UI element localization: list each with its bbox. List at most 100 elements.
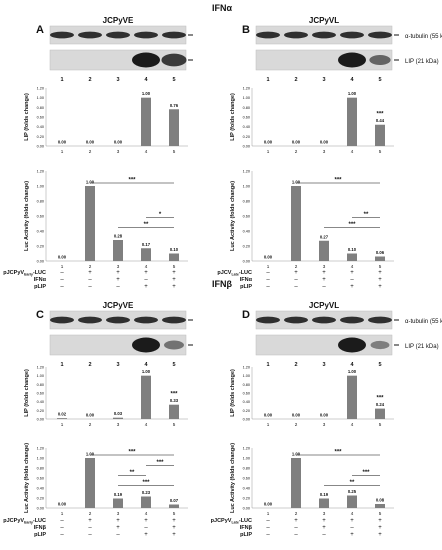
tubulin-band <box>134 31 158 39</box>
x-tick-label: 2 <box>89 149 92 154</box>
bar-value-label: 0.00 <box>264 140 273 145</box>
lip-y-axis-label: LIP (folds change) <box>24 369 30 417</box>
y-tick-label: 0.00 <box>243 145 250 149</box>
bar-value-label: 0.00 <box>114 140 123 145</box>
y-tick-label: 1.00 <box>37 185 44 189</box>
lip-band <box>338 52 366 68</box>
y-tick-label: 0.60 <box>37 215 44 219</box>
y-tick-label: 1.00 <box>243 374 250 378</box>
panel-letter: C <box>36 309 44 321</box>
lip-band <box>161 53 187 67</box>
condition-sign: – <box>266 518 270 524</box>
y-tick-label: 0.40 <box>243 230 250 234</box>
bar <box>113 498 123 508</box>
bar <box>375 256 385 261</box>
bar <box>319 498 329 508</box>
bar-value-label: 0.02 <box>58 412 67 417</box>
x-tick-label: 3 <box>117 511 120 516</box>
bar-value-label: 0.28 <box>114 234 123 239</box>
y-tick-label: 0.80 <box>37 200 44 204</box>
y-tick-label: 0.00 <box>37 418 44 422</box>
significance-stars: ** <box>350 480 355 486</box>
condition-sign: – <box>294 532 298 538</box>
luc-bar-chart: 0.00 0.20 0.40 0.60 0.80 1.00 1.20 Luc Activity… <box>24 170 188 269</box>
condition-sign: – <box>60 277 64 283</box>
condition-sign: – <box>88 532 92 538</box>
y-tick-label: 0.20 <box>37 135 44 139</box>
bar <box>291 458 301 508</box>
bar <box>347 375 357 419</box>
bar <box>169 109 179 146</box>
y-tick-label: 0.20 <box>37 245 44 249</box>
bar-value-label: 0.27 <box>320 234 329 239</box>
bar-value-label: 0.33 <box>170 398 179 403</box>
bar-value-label: 1.00 <box>142 369 151 374</box>
y-tick-label: 1.00 <box>37 374 44 378</box>
significance-stars: *** <box>334 178 342 184</box>
y-tick-label: 0.40 <box>37 230 44 234</box>
lip-bar-chart: 0.00 0.20 0.40 0.60 0.80 1.00 1.20 LIP (folds c… <box>24 87 188 154</box>
section-title-ifn-beta: IFNβ <box>212 279 232 289</box>
luc-y-axis-label: Luc Activity (folds change) <box>24 181 30 251</box>
bar <box>85 186 95 261</box>
significance-stars: *** <box>156 460 164 466</box>
condition-sign: – <box>294 277 298 283</box>
significance-stars: *** <box>142 480 150 486</box>
bar-value-label: 0.00 <box>86 413 95 418</box>
y-tick-label: 0.20 <box>37 497 44 501</box>
y-tick-label: 1.00 <box>243 96 250 100</box>
condition-sign: + <box>322 277 326 283</box>
condition-sign: – <box>88 525 92 531</box>
tubulin-band <box>162 31 186 39</box>
condition-sign: + <box>378 284 382 290</box>
blot-lane-number: 4 <box>144 77 148 83</box>
x-tick-label: 4 <box>145 264 148 269</box>
x-tick-label: 5 <box>173 422 176 427</box>
bar-value-label: 0.44 <box>376 118 385 123</box>
blot-lane-number: 1 <box>60 362 63 368</box>
y-tick-label: 0.60 <box>243 477 250 481</box>
y-tick-label: 0.00 <box>37 507 44 511</box>
tubulin-band <box>106 316 130 324</box>
y-tick-label: 0.20 <box>37 409 44 413</box>
tubulin-band <box>368 31 392 39</box>
blot-lane-number: 4 <box>350 362 354 368</box>
y-tick-label: 0.00 <box>37 260 44 264</box>
condition-label: IFNα <box>34 277 47 283</box>
bar-value-label: 0.03 <box>114 411 123 416</box>
blot-lane-number: 5 <box>172 77 175 83</box>
bar <box>169 253 179 261</box>
blot-lane-number: 4 <box>350 77 354 83</box>
x-tick-label: 5 <box>379 149 382 154</box>
x-tick-label: 2 <box>295 149 298 154</box>
condition-sign: + <box>350 518 354 524</box>
bar-value-label: 1.00 <box>348 91 357 96</box>
condition-sign: – <box>116 532 120 538</box>
tubulin-band <box>78 31 102 39</box>
condition-sign: – <box>144 525 148 531</box>
lip-bar-chart: 0.00 0.20 0.40 0.60 0.80 1.00 1.20 LIP (folds c… <box>230 87 394 154</box>
panel-c: C JCPyVE 1 2 3 4 5 0.00 0.20 0.40 0.60 0.80 1.00 1.20… <box>3 301 193 538</box>
bar-value-label: 0.00 <box>58 502 67 507</box>
x-tick-label: 2 <box>89 422 92 427</box>
bar-value-label: 0.06 <box>376 250 385 255</box>
bar-value-label: 1.00 <box>86 452 95 457</box>
condition-sign: – <box>88 277 92 283</box>
bar <box>85 458 95 508</box>
y-tick-label: 0.20 <box>243 245 250 249</box>
x-tick-label: 4 <box>351 511 354 516</box>
y-tick-label: 1.00 <box>243 457 250 461</box>
blot-lane-number: 5 <box>378 362 381 368</box>
condition-sign: + <box>378 277 382 283</box>
bar-value-label: 0.00 <box>292 413 301 418</box>
x-tick-label: 5 <box>379 264 382 269</box>
condition-sign: – <box>350 277 354 283</box>
tubulin-band <box>256 31 280 39</box>
bar <box>113 417 123 419</box>
x-tick-label: 5 <box>379 422 382 427</box>
bar-value-label: 0.00 <box>320 140 329 145</box>
condition-sign: + <box>378 532 382 538</box>
y-tick-label: 0.40 <box>243 125 250 129</box>
condition-sign: – <box>294 525 298 531</box>
lip-band <box>338 337 366 353</box>
